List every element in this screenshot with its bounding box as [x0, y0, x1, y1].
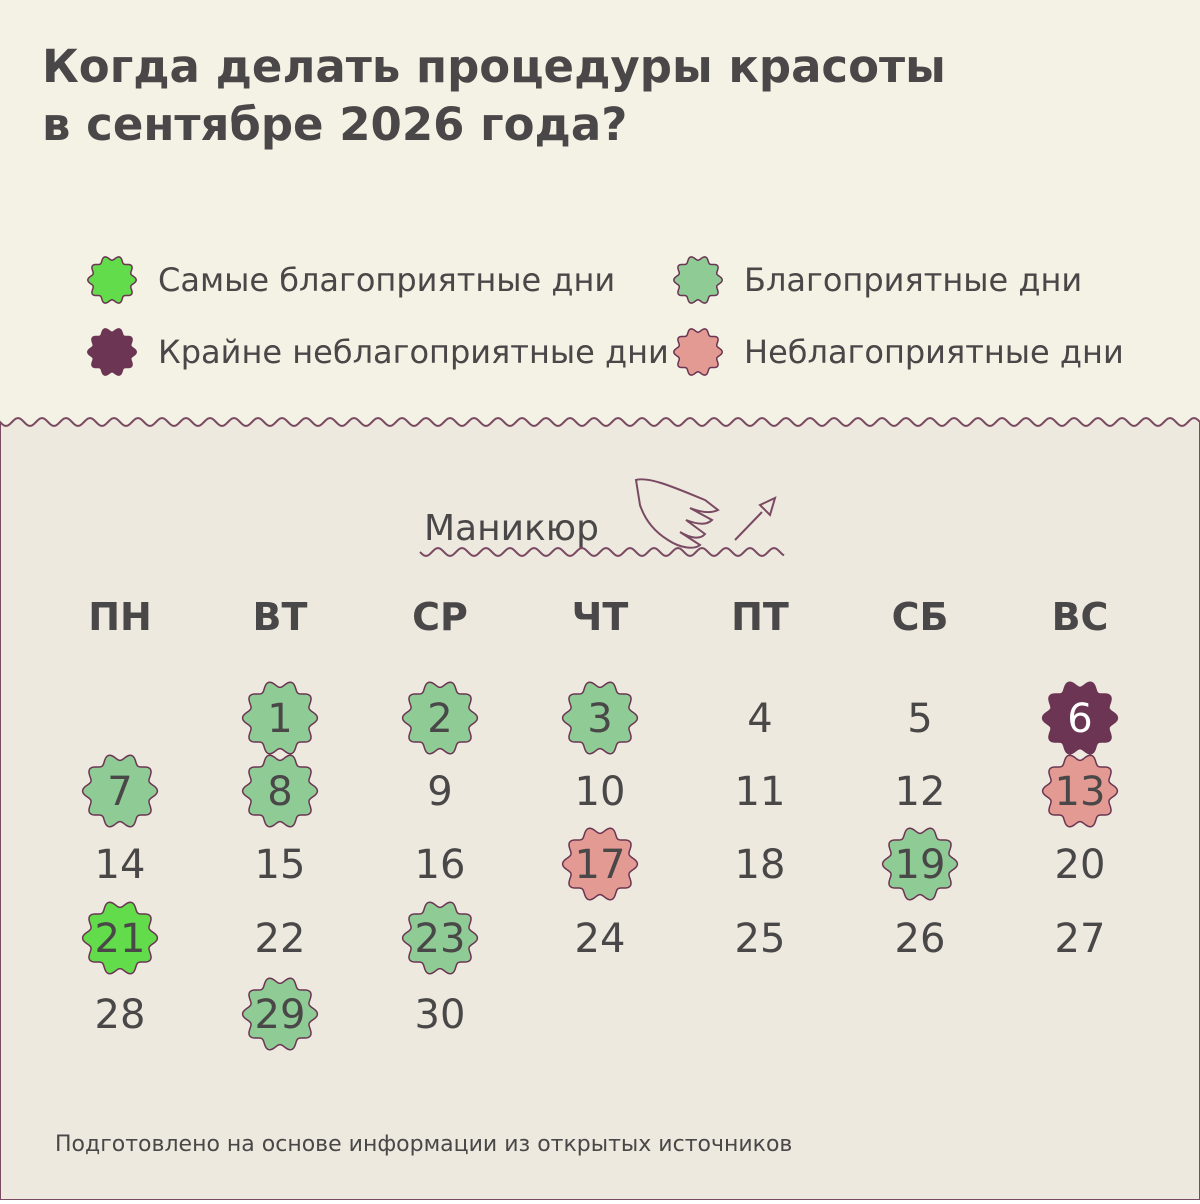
title-underline [419, 546, 785, 558]
legend-label: Самые благоприятные дни [158, 261, 615, 299]
title-line: Когда делать процедуры красоты [42, 40, 946, 93]
day-number: 14 [95, 842, 146, 888]
day-number: 9 [427, 769, 452, 815]
day-number: 19 [895, 842, 946, 888]
manicure-icon [634, 478, 777, 549]
day-marker [401, 681, 479, 755]
day-marker [241, 681, 319, 755]
weekday: ЧТ [572, 595, 629, 639]
day-marker [241, 977, 319, 1051]
day-marker [1041, 681, 1119, 755]
section-title: Маникюр [424, 508, 599, 549]
legend-swatch [673, 256, 723, 304]
day-number: 18 [735, 842, 786, 888]
day-marker [81, 901, 159, 975]
legend-swatch [87, 328, 137, 376]
day-number: 30 [415, 992, 466, 1038]
day-number: 11 [735, 769, 786, 815]
day-marker [561, 681, 639, 755]
day-marker [1041, 754, 1119, 828]
day-number: 16 [415, 842, 466, 888]
day-number: 21 [95, 916, 146, 962]
day-number: 26 [895, 916, 946, 962]
day-number: 10 [575, 769, 626, 815]
day-number: 5 [907, 696, 932, 742]
day-marker [881, 827, 959, 901]
day-number: 6 [1067, 696, 1092, 742]
day-number: 3 [587, 696, 612, 742]
legend-label: Крайне неблагоприятные дни [158, 333, 669, 371]
title-line: в сентябре 2026 года? [42, 98, 627, 151]
day-marker [561, 827, 639, 901]
legend-label: Благоприятные дни [744, 261, 1082, 299]
weekday: ПТ [731, 595, 789, 639]
day-number: 15 [255, 842, 306, 888]
day-marker [81, 754, 159, 828]
day-number: 23 [415, 916, 466, 962]
legend-label: Неблагоприятные дни [744, 333, 1124, 371]
day-number: 2 [427, 696, 452, 742]
day-number: 28 [95, 992, 146, 1038]
day-number: 4 [747, 696, 772, 742]
weekday: ПН [88, 595, 152, 639]
day-number: 27 [1055, 916, 1106, 962]
day-number: 24 [575, 916, 626, 962]
day-number: 29 [255, 992, 306, 1038]
day-marker [241, 754, 319, 828]
day-number: 1 [267, 696, 292, 742]
day-number: 12 [895, 769, 946, 815]
day-number: 22 [255, 916, 306, 962]
day-number: 25 [735, 916, 786, 962]
legend-swatch [673, 328, 723, 376]
day-number: 8 [267, 769, 292, 815]
day-number: 7 [107, 769, 132, 815]
weekday: ВС [1052, 595, 1109, 639]
day-marker [401, 901, 479, 975]
footer: Подготовлено на основе информации из отк… [55, 1132, 792, 1157]
weekday: СБ [892, 595, 949, 639]
weekday: ВТ [253, 595, 308, 639]
legend-swatch [87, 256, 137, 304]
day-number: 20 [1055, 842, 1106, 888]
day-number: 17 [575, 842, 626, 888]
day-number: 13 [1055, 769, 1106, 815]
weekday: СР [412, 595, 468, 639]
